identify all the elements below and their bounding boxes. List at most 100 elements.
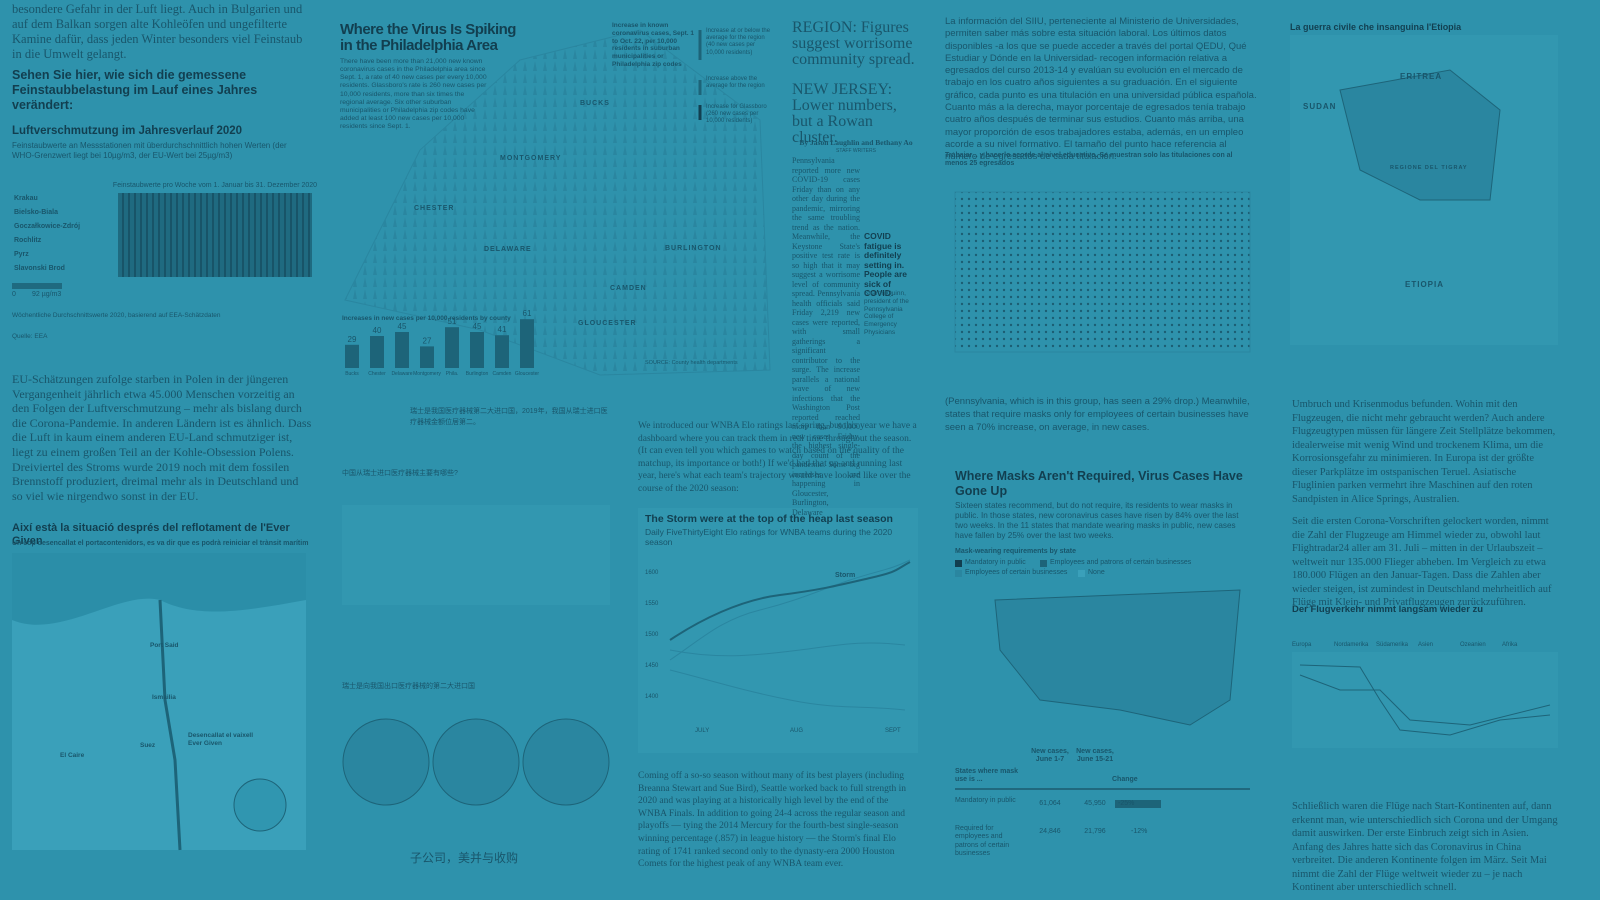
table-cell: Mandatory in public	[955, 797, 1016, 804]
canal	[158, 599, 182, 851]
sea	[12, 553, 306, 625]
x-tick-label: AUG	[790, 728, 804, 734]
legend-title: Mask-wearing requirements by state	[955, 548, 1076, 555]
row-label: Goczałkowice-Zdrój	[14, 223, 81, 230]
map-label: ERITREA	[1400, 72, 1443, 81]
legend-swatch	[955, 570, 962, 577]
chart-subtitle: Daily FiveThirtyEight Elo ratings for WN…	[645, 527, 893, 548]
bar-category: Phila.	[446, 371, 459, 377]
bar	[370, 336, 384, 368]
table-header: States where mask use is ...	[955, 768, 1019, 784]
bar-category: Burlington	[466, 371, 489, 377]
article-text: Pennsylvania reported more new COVID-19 …	[792, 156, 860, 517]
pie	[522, 718, 610, 806]
map-label: Suez	[140, 742, 156, 749]
pie	[342, 718, 430, 806]
bar	[520, 319, 534, 368]
subhead: NEW JERSEY: Lower numbers, but a Rowan c…	[792, 81, 897, 146]
legend-swatch	[955, 560, 962, 567]
legend-swatch	[1078, 570, 1085, 577]
table-cell: 21,796	[1084, 828, 1106, 835]
team-lines	[669, 559, 911, 661]
table-cell: 45,950	[1084, 800, 1106, 807]
bar-value: 45	[398, 322, 407, 331]
legend-item: Europa	[1292, 642, 1312, 648]
bar	[470, 332, 484, 368]
storm-line	[669, 561, 911, 641]
table-cell: Required for employees and patrons of ce…	[955, 825, 1010, 858]
paragraph: Coming off a so-so season without many o…	[638, 771, 907, 870]
bar	[345, 344, 359, 368]
chart-title: Trabajar... y hacerlo acorde al nivel ed…	[945, 152, 1233, 168]
county-label: BURLINGTON	[665, 245, 722, 252]
table-cell: -25%	[1115, 800, 1161, 809]
legend-item: Increase above the average for the regio…	[706, 76, 765, 90]
row-label: Bielsko-Biala	[14, 209, 58, 216]
byline-role: STAFF WRITERS	[836, 148, 876, 154]
x-tick-label: JULY	[695, 728, 710, 734]
quote-attribution: Sharon Quinn, president of the Pennsylva…	[864, 290, 909, 336]
byline: By Jason Laughlin and Bethany Ao	[799, 138, 913, 147]
map-subtitle: Un cop desencallat el portacontenidors, …	[12, 540, 309, 547]
table-cell: 61,064	[1039, 800, 1061, 807]
map-label: Port Said	[150, 642, 179, 649]
y-tick-label: 1400	[645, 694, 659, 700]
tigray	[1339, 69, 1501, 201]
team-lines	[669, 642, 906, 657]
table-header: New cases, June 15-21	[1076, 748, 1114, 764]
bar-value: 41	[498, 325, 507, 334]
map-title: La guerra civile che insanguina l'Etiopi…	[1290, 22, 1462, 32]
county-label: GLOUCESTER	[578, 320, 637, 327]
chart-title: The Storm were at the top of the heap la…	[645, 513, 893, 525]
cn-heading: 子公司，美并与收购	[410, 851, 519, 865]
bar-value: 27	[423, 336, 432, 345]
pull-quote: COVID fatigue is definitely setting in. …	[864, 231, 907, 298]
map-label: Ismailia	[152, 694, 176, 701]
subhead: REGION: Figures suggest worrisome commun…	[792, 19, 915, 68]
bar-value: 61	[523, 309, 532, 318]
paragraph: La información del SIIU, perteneciente a…	[945, 16, 1257, 163]
bar-category: Bucks	[345, 371, 359, 377]
legend-item: Ozeanien	[1460, 642, 1486, 648]
line-label: Storm	[835, 572, 856, 579]
bar-chart-title: Increases in new cases per 10,000 reside…	[342, 315, 511, 322]
team-lines	[669, 669, 906, 711]
map-label: El Caire	[60, 752, 85, 759]
paragraph: EU-Schätzungen zufolge starben in Polen …	[12, 372, 312, 503]
map-label: Desencallat el vaixell Ever Given	[188, 732, 254, 747]
heatmap-label: Feinstaubwerte pro Woche vom 1. Januar b…	[112, 182, 318, 189]
heatmap-legend	[12, 283, 62, 289]
county-label: MONTGOMERY	[500, 155, 562, 162]
source: Quelle: EEA	[12, 333, 48, 340]
cn-pie-title: 瑞士是向我国出口医疗器械的第二大进口国	[342, 683, 475, 690]
legend-item: Increase for Glassboro (260 new cases pe…	[706, 104, 767, 125]
bar-value: 51	[448, 317, 457, 326]
bar-category: Gloucester	[515, 371, 540, 377]
bar	[445, 327, 459, 368]
legend-swatch	[1040, 560, 1047, 567]
chart-subtitle: Sixteen states recommend, but do not req…	[955, 501, 1239, 540]
source: SOURCE: County health departments	[645, 360, 738, 366]
legend-label: 0	[12, 291, 16, 298]
county-label: DELAWARE	[484, 246, 532, 253]
heatmap	[118, 193, 312, 277]
x-tick-label: SEPT	[885, 728, 901, 734]
legend-item: Südamerika	[1376, 642, 1409, 648]
map-label: SUDAN	[1303, 102, 1337, 111]
map-title: Així està la situació després del reflot…	[12, 522, 290, 548]
cn-paragraph: 瑞士是我国医疗器械第二大进口国，2019年，我国从瑞士进口医疗器械金额位居第二。	[410, 408, 608, 426]
y-tick-label: 1550	[645, 601, 659, 607]
flight-lines	[1299, 664, 1551, 736]
legend-item: Asien	[1418, 642, 1434, 648]
county-label: BUCKS	[580, 100, 610, 107]
paragraph: Schließlich waren die Flüge nach Start-K…	[1292, 801, 1558, 893]
chart-title: Luftverschmutzung im Jahresverlauf 2020	[12, 125, 243, 137]
heading: Sehen Sie hier, wie sich die gemessene F…	[12, 68, 258, 112]
table-header: New cases, June 1-7	[1031, 748, 1069, 764]
cn-table	[342, 505, 610, 605]
legend-label: 92 µg/m3	[32, 291, 62, 298]
bar-category: Chester	[368, 371, 386, 377]
map-label: ETIOPIA	[1405, 280, 1445, 289]
cn-table-title: 中国从瑞士进口医疗器械主要有哪些?	[342, 470, 458, 477]
bar-category: Delaware	[391, 371, 412, 377]
